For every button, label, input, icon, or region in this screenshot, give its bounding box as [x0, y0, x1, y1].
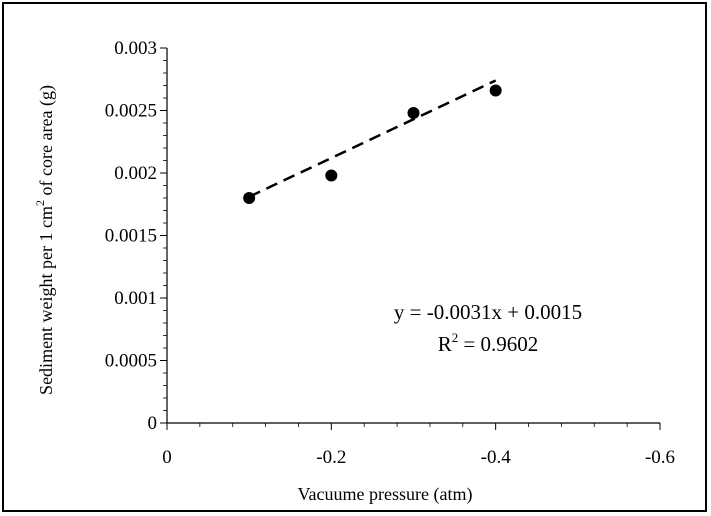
trendline-equation: y = -0.0031x + 0.0015	[394, 300, 582, 324]
x-tick-label: -0.6	[645, 447, 675, 468]
data-point	[325, 169, 338, 182]
trendline	[248, 79, 497, 198]
y-axis-title: Sediment weight per 1 cm2 of core area (…	[33, 85, 57, 395]
y-tick-label: 0.002	[114, 163, 157, 184]
y-tick-label: 0.0015	[105, 226, 157, 247]
x-axis-title: Vacuume pressure (atm)	[298, 484, 473, 505]
data-point	[243, 192, 256, 204]
data-point	[489, 84, 502, 97]
data-point	[407, 107, 420, 119]
r-squared-label: R2 = 0.9602	[438, 330, 539, 356]
x-tick-label: 0	[162, 447, 172, 468]
y-tick-label: 0.0025	[105, 101, 157, 122]
x-tick-label: -0.4	[481, 447, 512, 468]
y-tick-label: 0.001	[114, 288, 157, 309]
y-tick-label: 0.0005	[105, 351, 157, 372]
y-tick-label: 0	[148, 413, 158, 434]
y-tick-label: 0.003	[114, 38, 157, 59]
x-tick-label: -0.2	[316, 447, 346, 468]
